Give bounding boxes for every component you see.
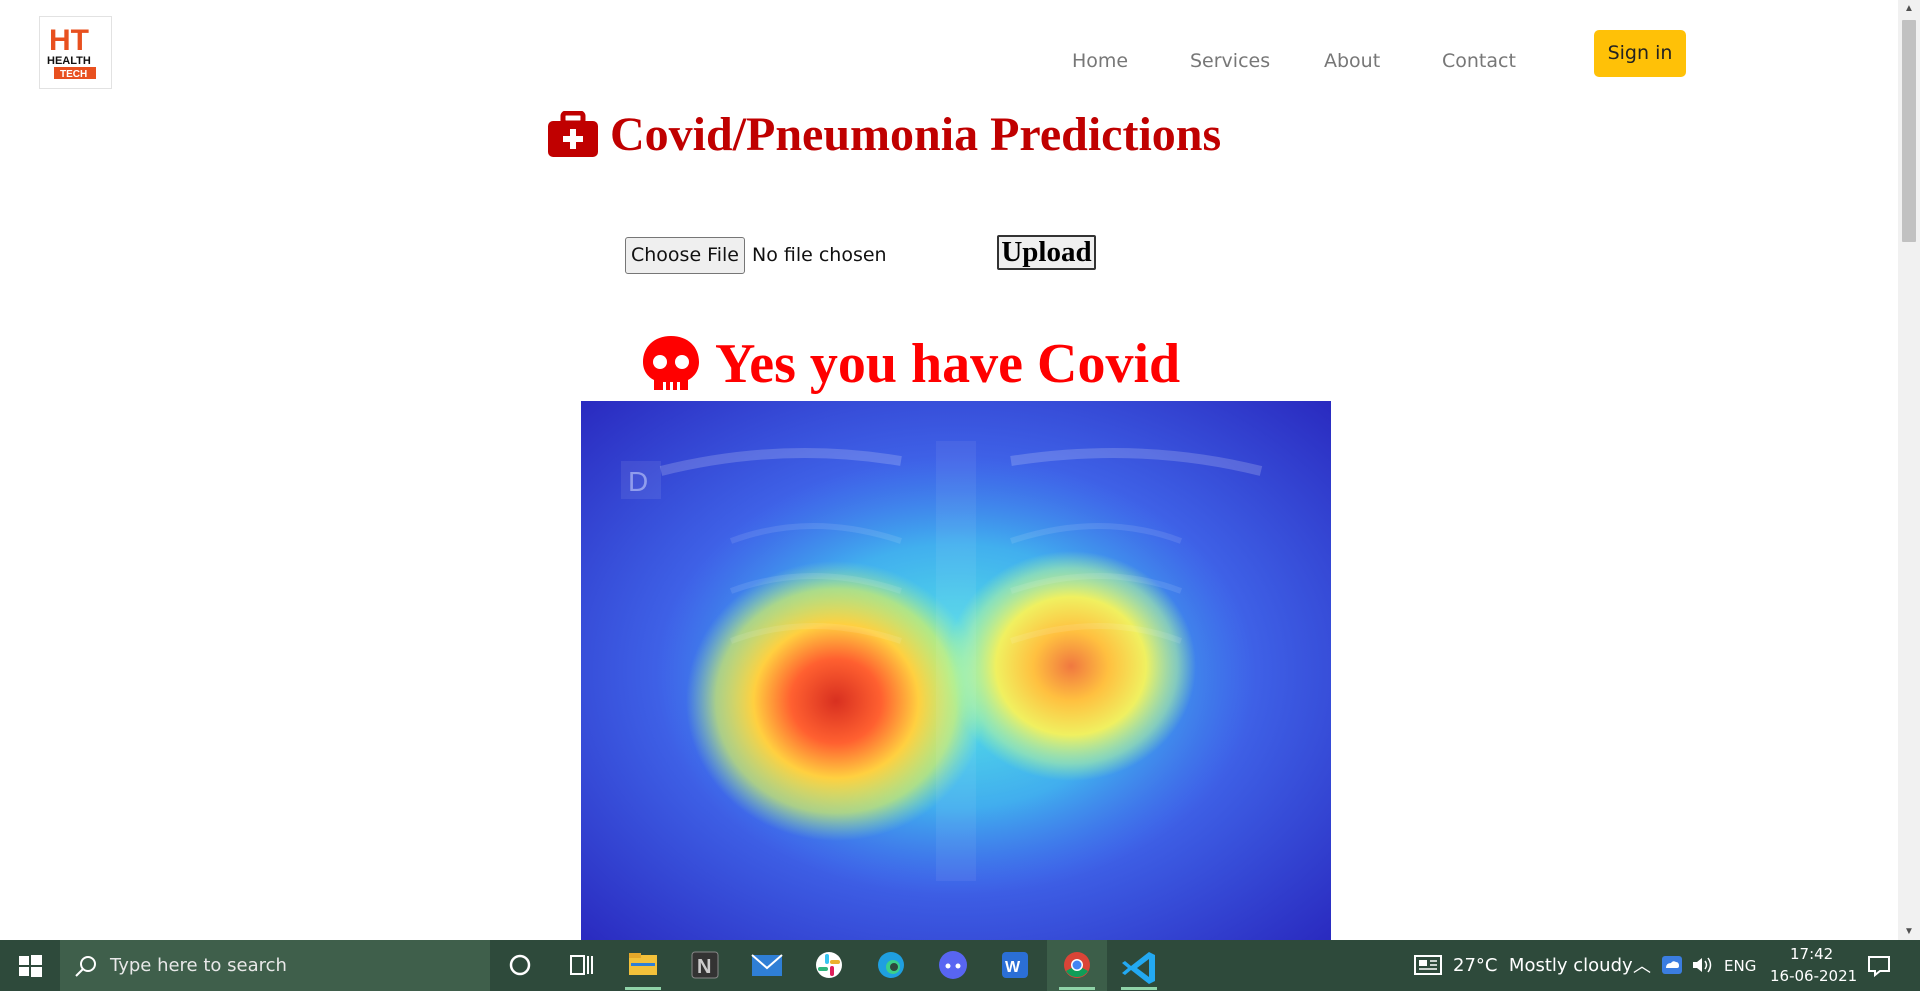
news-icon[interactable] [1413,954,1443,976]
svg-text:TECH: TECH [60,69,87,80]
onedrive-icon[interactable] [1660,954,1684,976]
health-tech-logo[interactable]: HT HEALTH TECH [39,16,112,89]
page-scrollbar[interactable]: ▲ ▼ [1898,0,1920,940]
svg-text:D: D [628,466,648,497]
nav-about[interactable]: About [1324,50,1381,72]
scroll-up-arrow-icon[interactable]: ▲ [1904,3,1914,14]
discord-icon[interactable] [923,940,983,991]
windows-logo-icon [19,955,42,977]
medical-kit-icon [548,111,598,157]
prediction-result: Yes you have Covid [641,332,1180,396]
sign-in-button[interactable]: Sign in [1594,30,1686,77]
notion-icon[interactable]: N [675,940,735,991]
weather-text[interactable]: 27°C Mostly cloudy [1453,955,1633,976]
nav-home[interactable]: Home [1072,50,1129,72]
skull-icon [643,336,699,391]
volume-icon[interactable] [1690,955,1714,975]
vscode-icon[interactable] [1109,940,1169,991]
page-title-text: Covid/Pneumonia Predictions [610,107,1222,161]
edge-icon[interactable] [861,940,921,991]
task-view-icon[interactable] [551,940,611,991]
choose-file-button[interactable]: Choose File [625,237,745,274]
language-indicator[interactable]: ENG [1724,957,1757,975]
browser-page: HT HEALTH TECH Home Services About Conta… [39,16,1686,940]
svg-text:HT: HT [49,24,89,57]
page-title: Covid/Pneumonia Predictions [548,104,1221,164]
result-text: Yes you have Covid [715,333,1181,395]
cortana-icon[interactable] [490,940,550,991]
svg-text:HEALTH: HEALTH [47,55,91,67]
mail-icon[interactable] [737,940,797,991]
clock-date[interactable]: 16-06-2021 [1770,967,1858,985]
start-button[interactable] [0,940,60,991]
notification-icon[interactable] [1866,954,1892,978]
svg-text:W: W [1005,959,1021,976]
upload-button[interactable]: Upload [997,235,1096,270]
nav-services[interactable]: Services [1190,50,1271,72]
scroll-thumb[interactable] [1902,20,1916,242]
xray-heatmap-image: D [581,401,1331,940]
chrome-icon[interactable] [1047,940,1107,991]
wps-writer-icon[interactable]: W [985,940,1045,991]
slack-icon[interactable] [799,940,859,991]
search-icon [75,956,96,977]
taskbar-search-box[interactable]: Type here to search [60,940,490,991]
chevron-up-icon[interactable]: ︿ [1633,956,1651,977]
windows-taskbar: Type here to search N W 2 [0,940,1920,991]
nav-contact[interactable]: Contact [1442,50,1516,72]
search-placeholder: Type here to search [110,955,287,976]
file-explorer-icon[interactable] [613,940,673,991]
clock-time[interactable]: 17:42 [1790,945,1834,963]
svg-text:N: N [697,956,711,978]
scroll-down-arrow-icon[interactable]: ▼ [1904,926,1914,937]
file-status-text: No file chosen [752,244,887,266]
